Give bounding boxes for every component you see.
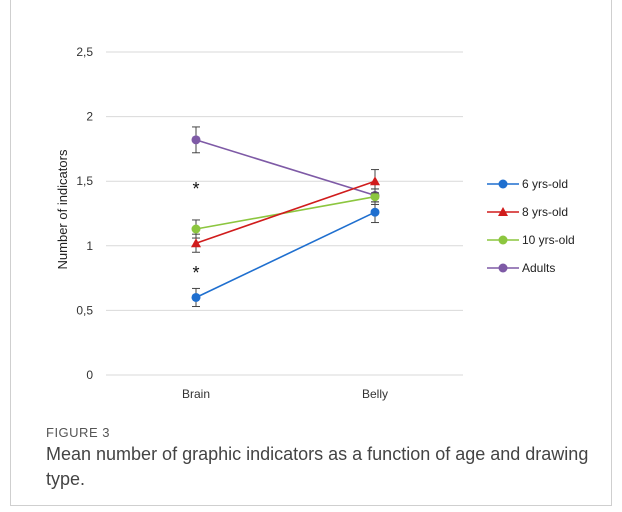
legend: 6 yrs-old 8 yrs-old 10 yrs-old Adults [487, 177, 575, 275]
legend-marker [498, 179, 508, 189]
legend-marker [498, 207, 508, 216]
y-tick-label: 1,5 [76, 174, 93, 188]
y-tick-label: 1 [86, 239, 93, 253]
data-point [370, 207, 380, 217]
significance-marker: * [192, 263, 199, 283]
data-point [370, 192, 380, 202]
series-line [195, 139, 376, 197]
series-Adults [191, 126, 380, 203]
data-point [370, 176, 380, 186]
series-6-yrs-old [191, 201, 380, 308]
x-tick-label: Brain [182, 387, 210, 401]
legend-item: Adults [487, 261, 555, 275]
y-axis-label: Number of indicators [55, 149, 70, 269]
legend-label: 10 yrs-old [522, 233, 575, 247]
x-tick-label: Belly [362, 387, 388, 401]
gridlines [106, 51, 463, 376]
legend-marker [498, 235, 508, 245]
legend-label: 8 yrs-old [522, 205, 568, 219]
data-point [191, 292, 201, 302]
series-line [195, 180, 376, 244]
y-tick-label: 2 [86, 110, 93, 124]
figure-label: FIGURE 3 [46, 425, 110, 440]
series-lines [191, 126, 380, 308]
y-tick-label: 0,5 [76, 303, 93, 317]
y-tick-labels: 0 0,5 1 1,5 2 2,5 [76, 45, 93, 382]
legend-marker [498, 263, 508, 273]
legend-item: 8 yrs-old [487, 205, 568, 219]
legend-label: Adults [522, 261, 555, 275]
legend-item: 6 yrs-old [487, 177, 568, 191]
y-tick-label: 0 [86, 368, 93, 382]
figure-caption: Mean number of graphic indicators as a f… [46, 444, 589, 489]
significance-marker: * [192, 179, 199, 199]
data-point [191, 238, 201, 248]
series-8-yrs-old [191, 169, 380, 253]
data-point [191, 135, 201, 145]
data-point [191, 224, 201, 234]
series-line [195, 211, 376, 299]
x-tick-labels: Brain Belly [182, 387, 388, 401]
annotations: ** [192, 179, 199, 283]
line-chart: 0 0,5 1 1,5 2 2,5 Brain Belly Number of indica… [55, 45, 575, 401]
series-10-yrs-old [191, 188, 380, 239]
y-tick-label: 2,5 [76, 45, 93, 59]
figure-frame [10, 0, 612, 506]
legend-label: 6 yrs-old [522, 177, 568, 191]
legend-item: 10 yrs-old [487, 233, 575, 247]
